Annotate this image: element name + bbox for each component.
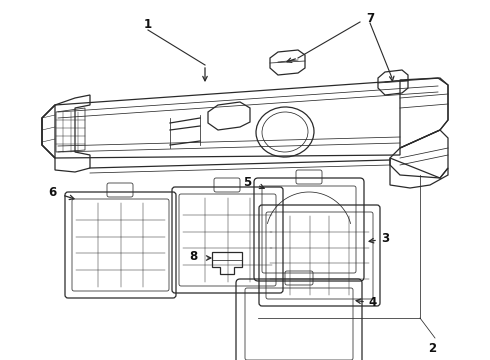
- Text: 8: 8: [189, 249, 197, 262]
- Text: 4: 4: [369, 296, 377, 309]
- Text: 6: 6: [48, 186, 56, 199]
- Text: 3: 3: [381, 231, 389, 244]
- Text: 7: 7: [366, 12, 374, 24]
- Text: 1: 1: [144, 18, 152, 31]
- Text: 5: 5: [243, 176, 251, 189]
- Text: 2: 2: [428, 342, 436, 355]
